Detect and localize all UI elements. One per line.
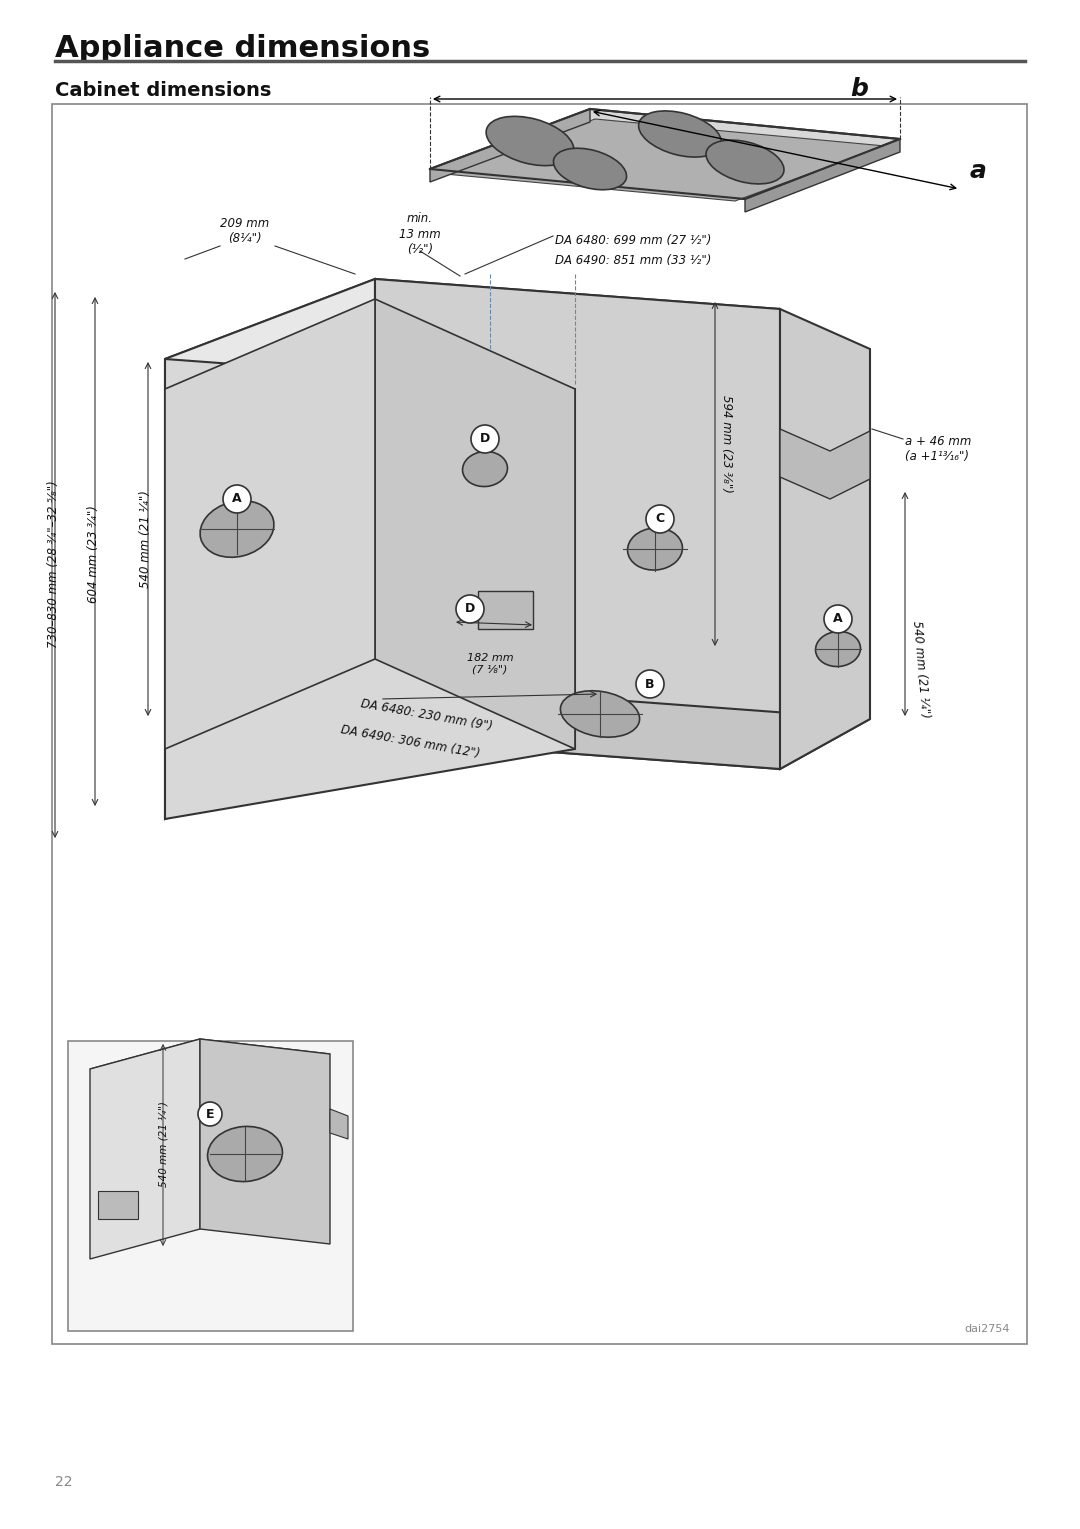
Ellipse shape [815, 631, 861, 667]
Circle shape [456, 595, 484, 622]
Polygon shape [165, 300, 375, 749]
Text: 540 mm (21 ¹⁄₄"): 540 mm (21 ¹⁄₄") [139, 491, 152, 589]
Text: D: D [480, 433, 490, 445]
Polygon shape [745, 139, 900, 213]
Polygon shape [200, 1040, 330, 1245]
Text: DA 6480: 699 mm (27 ¹⁄₂"): DA 6480: 699 mm (27 ¹⁄₂") [555, 234, 712, 248]
Text: C: C [656, 512, 664, 526]
Polygon shape [430, 109, 590, 182]
Circle shape [198, 1102, 222, 1125]
Polygon shape [90, 1040, 330, 1084]
Text: a: a [970, 159, 987, 183]
Ellipse shape [200, 500, 274, 557]
Text: Cabinet dimensions: Cabinet dimensions [55, 81, 271, 99]
Ellipse shape [553, 148, 626, 190]
Text: 209 mm
(8¹⁄₄"): 209 mm (8¹⁄₄") [220, 217, 270, 245]
Ellipse shape [627, 528, 683, 570]
Text: 540 mm (21 ¹⁄₄"): 540 mm (21 ¹⁄₄") [158, 1101, 168, 1187]
Circle shape [646, 505, 674, 534]
Text: a + 46 mm
(a +1¹³⁄₁₆"): a + 46 mm (a +1¹³⁄₁₆") [905, 434, 971, 463]
Circle shape [824, 605, 852, 633]
Text: A: A [833, 613, 842, 625]
Polygon shape [375, 278, 780, 769]
Ellipse shape [462, 451, 508, 486]
Ellipse shape [706, 141, 784, 183]
Text: 182 mm
(7 ¹⁄₈"): 182 mm (7 ¹⁄₈") [467, 653, 513, 674]
Text: B: B [645, 677, 654, 691]
Circle shape [471, 425, 499, 453]
Circle shape [222, 485, 251, 514]
Ellipse shape [207, 1127, 283, 1182]
FancyBboxPatch shape [52, 104, 1027, 1344]
Circle shape [636, 670, 664, 699]
Text: DA 6490: 306 mm (12"): DA 6490: 306 mm (12") [340, 723, 482, 760]
Polygon shape [430, 109, 900, 199]
Text: min.
13 mm
(¹⁄₂"): min. 13 mm (¹⁄₂") [400, 213, 441, 255]
Polygon shape [375, 300, 575, 749]
Polygon shape [445, 119, 885, 200]
Polygon shape [165, 278, 375, 820]
Polygon shape [780, 430, 870, 498]
Polygon shape [165, 359, 575, 820]
Polygon shape [780, 309, 870, 769]
Ellipse shape [638, 112, 721, 157]
Text: 730–830 mm (28 ³⁄₄"–32 ⁵⁄₈"): 730–830 mm (28 ³⁄₄"–32 ⁵⁄₈") [48, 480, 60, 648]
FancyBboxPatch shape [68, 1041, 353, 1332]
Text: b: b [850, 76, 868, 101]
Text: DA 6490: 851 mm (33 ¹⁄₂"): DA 6490: 851 mm (33 ¹⁄₂") [555, 254, 712, 268]
Text: E: E [206, 1107, 214, 1121]
Polygon shape [165, 278, 780, 388]
FancyBboxPatch shape [98, 1191, 138, 1219]
Text: 594 mm (23 ³⁄₈"): 594 mm (23 ³⁄₈") [720, 394, 733, 492]
Text: A: A [232, 492, 242, 506]
Ellipse shape [486, 116, 573, 165]
Text: D: D [464, 602, 475, 616]
Text: Appliance dimensions: Appliance dimensions [55, 34, 430, 63]
Polygon shape [330, 1109, 348, 1139]
Polygon shape [90, 1040, 200, 1258]
FancyBboxPatch shape [478, 592, 534, 628]
Text: dai2754: dai2754 [964, 1324, 1010, 1333]
Ellipse shape [561, 691, 639, 737]
Text: 540 mm (21 ¹⁄₄"): 540 mm (21 ¹⁄₄") [910, 619, 931, 719]
Text: DA 6480: 230 mm (9"): DA 6480: 230 mm (9") [360, 697, 494, 732]
Text: 604 mm (23 ³⁄₄"): 604 mm (23 ³⁄₄") [87, 505, 100, 602]
Polygon shape [375, 690, 870, 769]
Text: 22: 22 [55, 1475, 72, 1489]
